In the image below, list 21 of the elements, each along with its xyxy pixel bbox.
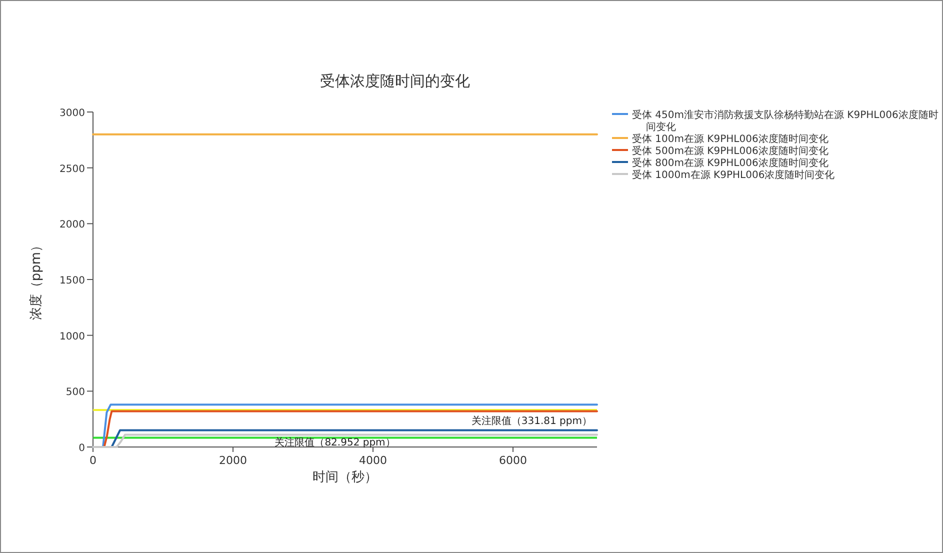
- legend-label: 受体 500m在源 K9PHL006浓度随时间变化: [632, 145, 828, 157]
- y-tick-label: 500: [66, 387, 85, 398]
- chart-title: 受体浓度随时间的变化: [320, 72, 470, 90]
- legend-label: 受体 450m淮安市消防救援支队徐杨特勤站在源 K9PHL006浓度随时间变化: [632, 109, 938, 133]
- x-axis-title: 时间（秒）: [312, 470, 378, 485]
- x-tick-label: 0: [90, 454, 96, 467]
- y-axis-title: 浓度（ppm）: [28, 238, 44, 320]
- legend-label: 受体 100m在源 K9PHL006浓度随时间变化: [632, 133, 828, 145]
- x-tick-label: 2000: [219, 454, 247, 467]
- y-tick-label: 0: [78, 443, 85, 454]
- y-tick-label: 3000: [60, 108, 85, 119]
- y-tick-label: 1500: [60, 276, 85, 286]
- x-tick-label: 4000: [359, 454, 387, 467]
- ref-line-label: 关注限值（82.952 ppm）: [274, 436, 396, 449]
- y-tick-label: 2000: [60, 220, 85, 231]
- legend-label: 受体 800m在源 K9PHL006浓度随时间变化: [632, 157, 828, 169]
- legend-label: 受体 1000m在源 K9PHL006浓度随时间变化: [632, 169, 835, 181]
- y-tick-label: 1000: [60, 331, 85, 342]
- ref-line-label: 关注限值（331.81 ppm）: [471, 414, 592, 427]
- y-tick-label: 2500: [60, 164, 85, 175]
- x-tick-label: 6000: [499, 454, 527, 467]
